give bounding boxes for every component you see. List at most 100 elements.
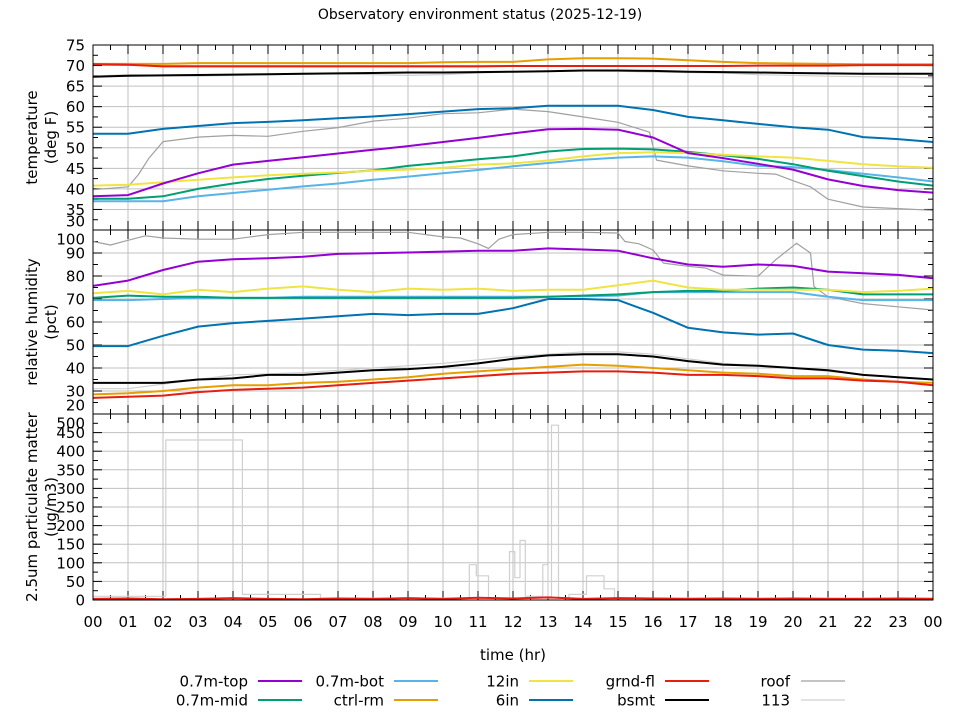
legend-item-12in: 12in	[486, 673, 573, 691]
x-tick-label: 00	[83, 613, 102, 631]
y-axis-label: temperature	[23, 90, 41, 184]
x-tick-label: 18	[713, 613, 732, 631]
y-tick-label: 100	[56, 554, 85, 572]
x-tick-label: 22	[853, 613, 872, 631]
y-tick-label: 60	[66, 98, 85, 116]
x-tick-label: 19	[748, 613, 767, 631]
legend-label: 0.7m-top	[180, 673, 248, 691]
y-tick-label: 50	[66, 337, 85, 355]
legend-label: 12in	[486, 673, 519, 691]
x-tick-label: 00	[923, 613, 942, 631]
y-tick-label: 70	[66, 57, 85, 75]
legend-label: grnd-fl	[606, 673, 655, 691]
x-tick-label: 09	[398, 613, 417, 631]
y-tick-label: 50	[66, 573, 85, 591]
y-tick-label: 65	[66, 78, 85, 96]
series-line-12in	[93, 279, 933, 296]
y-tick-label: 150	[56, 536, 85, 554]
y-tick-label: 70	[66, 291, 85, 309]
series-line-0.7m-top	[93, 247, 933, 287]
y-tick-label: 40	[66, 360, 85, 378]
y-tick-label: 0	[75, 592, 85, 610]
panel-frame	[92, 413, 934, 601]
legend-item-6in: 6in	[496, 692, 573, 710]
legend-label: 113	[761, 692, 790, 710]
y-tick-label: 90	[66, 245, 85, 263]
x-tick-label: 12	[503, 613, 522, 631]
x-tick-label: 13	[538, 613, 557, 631]
series-line-0.7m-top	[93, 127, 933, 198]
legend-item-113: 113	[761, 692, 845, 710]
legend-label: 6in	[496, 692, 519, 710]
x-tick-label: 10	[433, 613, 452, 631]
y-tick-label: 500	[56, 415, 85, 433]
y-tick-label: 40	[66, 180, 85, 198]
series-line-grnd-fl	[93, 596, 933, 600]
x-tick-label: 03	[188, 613, 207, 631]
y-axis-label: (pct)	[42, 304, 60, 339]
y-axis-label: relative humidity	[23, 258, 41, 386]
y-tick-label: 30	[66, 213, 85, 231]
x-tick-label: 08	[363, 613, 382, 631]
series-line-bsmt	[93, 69, 933, 78]
y-tick-label: 30	[66, 383, 85, 401]
y-tick-label: 35	[66, 201, 85, 219]
series-line-ctrl-rm	[93, 57, 933, 66]
series-line-0.7m-mid	[93, 286, 933, 299]
y-axis-label: 2.5um particulate matter	[23, 411, 41, 601]
series-line-6in	[93, 298, 933, 355]
series-line-grnd-fl	[93, 370, 933, 399]
series-line-bsmt	[93, 353, 933, 384]
series-line-12in	[93, 151, 933, 187]
legend-label: ctrl-rm	[334, 692, 384, 710]
x-tick-label: 11	[468, 613, 487, 631]
y-tick-label: 55	[66, 119, 85, 137]
y-tick-label: 100	[56, 231, 85, 249]
series-line-ctrl-rm	[93, 363, 933, 396]
legend-label: 0.7m-mid	[176, 692, 248, 710]
legend-item-ctrl-rm: ctrl-rm	[334, 692, 438, 710]
y-tick-label: 50	[66, 139, 85, 157]
x-tick-label: 06	[293, 613, 312, 631]
legend-label: roof	[761, 673, 791, 691]
legend-item-grnd-fl: grnd-fl	[606, 673, 709, 691]
y-tick-label: 450	[56, 424, 85, 442]
legend-item-bsmt: bsmt	[617, 692, 709, 710]
y-tick-label: 200	[56, 517, 85, 535]
x-tick-label: 17	[678, 613, 697, 631]
x-tick-label: 01	[118, 613, 137, 631]
y-tick-label: 75	[66, 37, 85, 55]
x-tick-label: 05	[258, 613, 277, 631]
x-tick-label: 02	[153, 613, 172, 631]
series-line-0.7m-mid	[93, 147, 933, 200]
x-tick-label: 14	[573, 613, 592, 631]
y-axis-label: (deg F)	[42, 111, 60, 164]
x-tick-label: 21	[818, 613, 837, 631]
legend-item-roof: roof	[761, 673, 845, 691]
legend-label: 0.7m-bot	[316, 673, 385, 691]
y-tick-label: 300	[56, 480, 85, 498]
y-tick-label: 400	[56, 443, 85, 461]
x-tick-label: 15	[608, 613, 627, 631]
series-line-grnd-fl	[93, 63, 933, 68]
series-line-roof	[93, 231, 933, 311]
legend-item-0.7m-top: 0.7m-top	[180, 673, 302, 691]
x-tick-label: 04	[223, 613, 242, 631]
y-tick-label: 45	[66, 160, 85, 178]
x-axis-label: time (hr)	[480, 646, 546, 664]
y-tick-label: 350	[56, 461, 85, 479]
x-tick-label: 20	[783, 613, 802, 631]
y-axis-label: (ug/m3)	[42, 477, 60, 537]
series-line-roof	[93, 108, 933, 211]
legend-item-0.7m-mid: 0.7m-mid	[176, 692, 302, 710]
x-tick-label: 16	[643, 613, 662, 631]
y-tick-label: 20	[66, 397, 85, 415]
y-tick-label: 60	[66, 314, 85, 332]
series-line-6in	[93, 104, 933, 143]
legend-item-0.7m-bot: 0.7m-bot	[316, 673, 438, 691]
